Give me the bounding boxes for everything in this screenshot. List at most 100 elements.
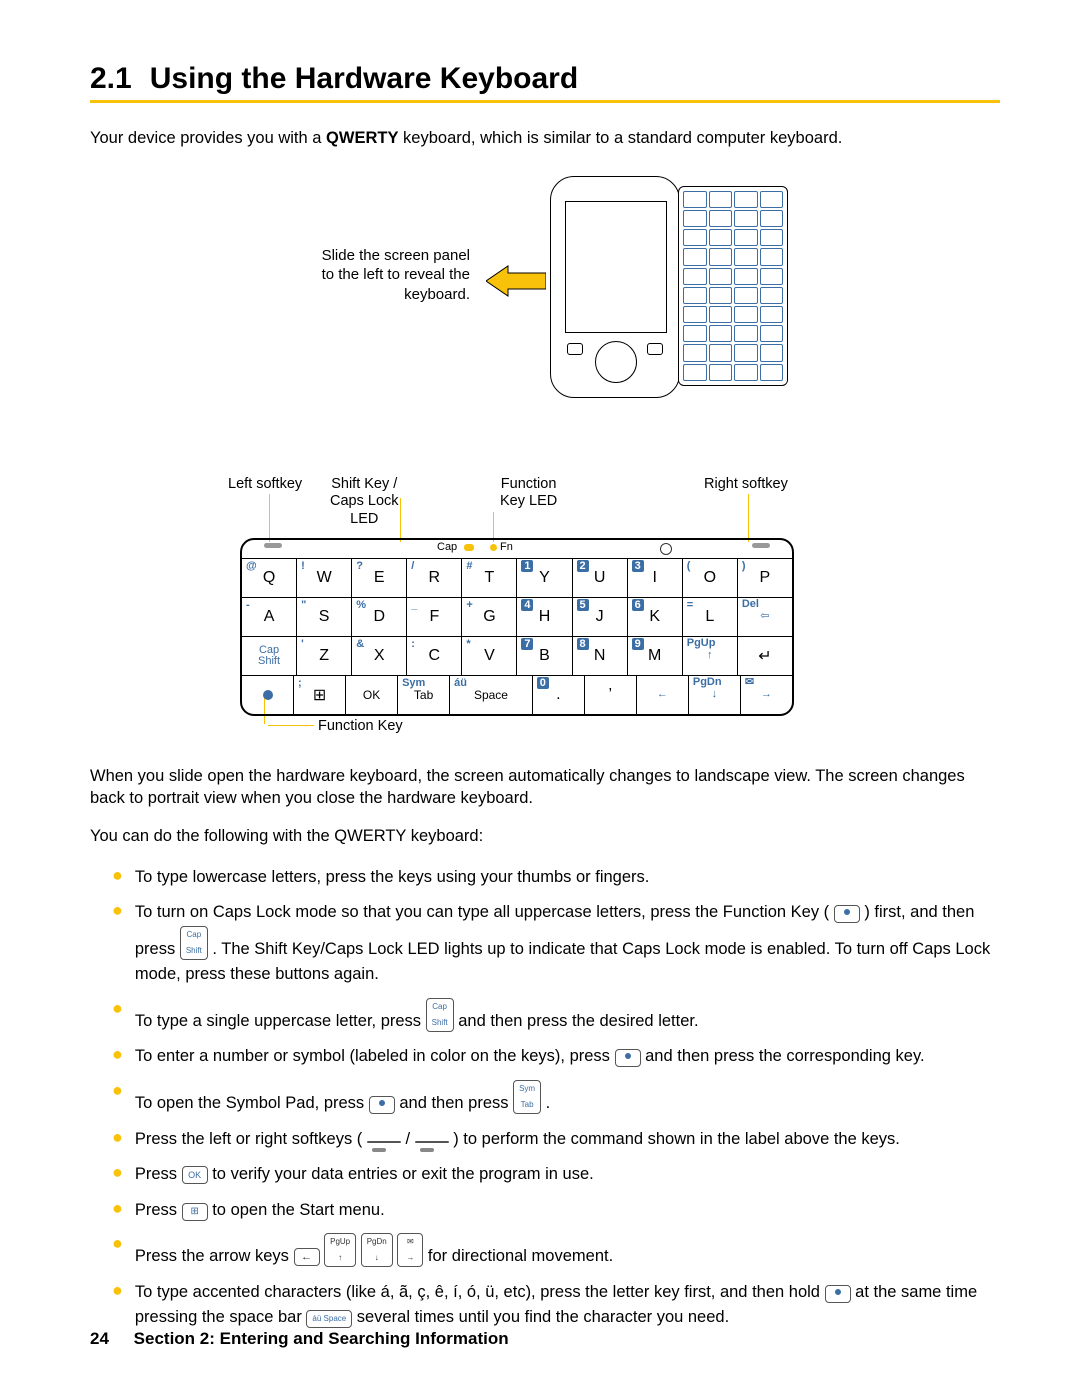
keyboard-key: "S <box>297 598 352 636</box>
section-title: Using the Hardware Keyboard <box>150 62 578 96</box>
fn-led-icon <box>490 544 497 551</box>
section-footer: Section 2: Entering and Searching Inform… <box>134 1329 509 1348</box>
caps-led-icon <box>464 544 474 551</box>
keyboard-key: (O <box>683 559 738 597</box>
keyboard-diagram: Left softkey Shift Key / Caps Lock LED F… <box>90 476 1000 756</box>
softkey-left-icon <box>367 1141 401 1143</box>
keyboard-key: *V <box>462 637 517 675</box>
bullet-icon: ● <box>112 1233 123 1270</box>
keyboard-key: )P <box>738 559 792 597</box>
intro-paragraph: Your device provides you with a QWERTY k… <box>90 127 1000 149</box>
left-softkey-indicator <box>264 543 282 548</box>
bullet-icon: ● <box>112 1044 123 1070</box>
keyboard-key: OK <box>346 676 398 714</box>
keyboard-key: 2U <box>573 559 628 597</box>
li-5: Press the left or right softkeys ( / ) t… <box>135 1127 1000 1153</box>
intro-pre: Your device provides you with a <box>90 129 326 147</box>
keyboard-key: :C <box>407 637 462 675</box>
keyboard-key: ;⊞ <box>294 676 346 714</box>
bullet-icon: ● <box>112 1280 123 1331</box>
paragraph-2: You can do the following with the QWERTY… <box>90 826 1000 848</box>
keyboard-key: =L <box>683 598 738 636</box>
label-function-key: Function Key <box>318 718 403 734</box>
keyboard-key: ✉→ <box>741 676 792 714</box>
intro-post: keyboard, which is similar to a standard… <box>398 129 842 147</box>
pgdn-key-icon: PgDn ↓ <box>361 1233 393 1267</box>
bullet-icon: ● <box>112 998 123 1035</box>
keyboard-key: SymTab <box>398 676 450 714</box>
keyboard-key: %D <box>352 598 407 636</box>
keyboard-large: Cap Fn @Q!W?E/R#T1Y2U3I(O)P-A"S%D_F+G4H5… <box>240 538 794 716</box>
keyboard-key <box>242 676 294 714</box>
keyboard-key: 1Y <box>517 559 572 597</box>
page-number: 24 <box>90 1329 109 1348</box>
intro-bold: QWERTY <box>326 129 398 147</box>
keyboard-key: 5J <box>573 598 628 636</box>
keyboard-key: +G <box>462 598 517 636</box>
keyboard-key: PgDn↓ <box>689 676 741 714</box>
keyboard-key: 'Z <box>297 637 352 675</box>
keyboard-key: ’ <box>585 676 637 714</box>
keyboard-key: 0. <box>533 676 585 714</box>
keyboard-key: 3I <box>628 559 683 597</box>
keyboard-key: ↵ <box>738 637 792 675</box>
label-right-softkey: Right softkey <box>704 476 788 493</box>
right-softkey-indicator <box>752 543 770 548</box>
softkey-right-icon <box>415 1141 449 1143</box>
keyboard-key: 9M <box>628 637 683 675</box>
phone-illustration <box>550 176 680 398</box>
page-footer: 24 Section 2: Entering and Searching Inf… <box>90 1329 509 1349</box>
keyboard-key: /R <box>407 559 462 597</box>
fn-key-icon <box>825 1285 851 1303</box>
bullet-icon: ● <box>112 900 123 988</box>
symtab-key-icon: Sym Tab <box>513 1080 541 1114</box>
slide-keyboard-illustration <box>678 186 788 386</box>
label-left-softkey: Left softkey <box>228 476 302 493</box>
li-1: To turn on Caps Lock mode so that you ca… <box>135 900 1000 988</box>
fn-key-icon <box>834 905 860 923</box>
keyboard-key: _F <box>407 598 462 636</box>
keyboard-key: PgUp↑ <box>683 637 738 675</box>
keyboard-key: &X <box>352 637 407 675</box>
li-6: Press OK to verify your data entries or … <box>135 1162 1000 1188</box>
li-3: To enter a number or symbol (labeled in … <box>135 1044 1000 1070</box>
keyboard-key: Cap Shift <box>242 637 297 675</box>
arrow-left-key-icon: ← <box>294 1248 320 1266</box>
fn-key-icon <box>615 1049 641 1067</box>
li-2: To type a single uppercase letter, press… <box>135 998 1000 1035</box>
keyboard-key: !W <box>297 559 352 597</box>
capshift-key-icon: Cap Shift <box>180 926 208 960</box>
li-0: To type lowercase letters, press the key… <box>135 865 1000 891</box>
instruction-list: ● To type lowercase letters, press the k… <box>90 865 1000 1331</box>
bullet-icon: ● <box>112 865 123 891</box>
keyboard-key: @Q <box>242 559 297 597</box>
label-fn-led: Function Key LED <box>500 476 557 511</box>
label-shift: Shift Key / Caps Lock LED <box>330 476 399 528</box>
win-key-icon: ⊞ <box>182 1203 208 1221</box>
header-circle-icon <box>660 543 672 555</box>
space-key-icon: áü Space <box>306 1310 352 1328</box>
keyboard-key: #T <box>462 559 517 597</box>
header-fn: Fn <box>500 541 513 553</box>
li-9: To type accented characters (like á, ã, … <box>135 1280 1000 1331</box>
device-figure: Slide the screen panel to the left to re… <box>90 166 1000 466</box>
slide-caption: Slide the screen panel to the left to re… <box>310 246 470 305</box>
capshift-key-icon: Cap Shift <box>426 998 454 1032</box>
bullet-icon: ● <box>112 1127 123 1153</box>
li-4: To open the Symbol Pad, press and then p… <box>135 1080 1000 1117</box>
li-8: Press the arrow keys ← PgUp ↑ PgDn ↓ ✉ →… <box>135 1233 1000 1270</box>
keyboard-key: ← <box>637 676 689 714</box>
keyboard-key: Del⇦ <box>738 598 792 636</box>
li-7: Press ⊞ to open the Start menu. <box>135 1198 1000 1224</box>
keyboard-key: 8N <box>573 637 628 675</box>
keyboard-key: ?E <box>352 559 407 597</box>
ok-key-icon: OK <box>182 1166 208 1184</box>
keyboard-key: 6K <box>628 598 683 636</box>
bullet-icon: ● <box>112 1198 123 1224</box>
pgup-key-icon: PgUp ↑ <box>324 1233 356 1267</box>
keyboard-key: 4H <box>517 598 572 636</box>
section-number: 2.1 <box>90 62 132 96</box>
keyboard-key: 7B <box>517 637 572 675</box>
bullet-icon: ● <box>112 1162 123 1188</box>
mail-key-icon: ✉ → <box>397 1233 423 1267</box>
